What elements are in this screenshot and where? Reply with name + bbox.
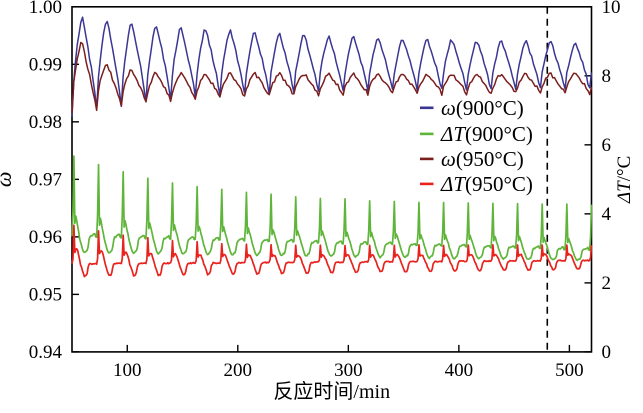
svg-text:反应时间/min: 反应时间/min	[273, 380, 390, 403]
svg-text:0.94: 0.94	[29, 342, 63, 363]
svg-text:8: 8	[602, 66, 612, 87]
svg-text:ΔT/°C: ΔT/°C	[614, 156, 635, 204]
svg-text:10: 10	[602, 0, 621, 18]
svg-text:ΔT(900°C): ΔT(900°C)	[440, 122, 533, 146]
svg-text:ω: ω	[0, 172, 16, 188]
svg-text:ΔT(950°C): ΔT(950°C)	[440, 172, 533, 196]
svg-text:200: 200	[224, 360, 253, 381]
svg-text:0.99: 0.99	[29, 54, 62, 75]
svg-text:6: 6	[602, 135, 612, 156]
svg-text:0: 0	[602, 342, 612, 363]
svg-text:0.95: 0.95	[29, 284, 62, 305]
svg-text:ω(950°C): ω(950°C)	[441, 147, 524, 171]
svg-text:0.97: 0.97	[29, 169, 62, 190]
svg-text:100: 100	[113, 360, 142, 381]
svg-text:500: 500	[555, 360, 584, 381]
svg-text:4: 4	[602, 204, 612, 225]
svg-text:400: 400	[445, 360, 474, 381]
svg-text:0.98: 0.98	[29, 112, 62, 133]
svg-text:0.96: 0.96	[29, 227, 62, 248]
svg-text:1.00: 1.00	[29, 0, 62, 18]
svg-text:300: 300	[334, 360, 363, 381]
svg-text:ω(900°C): ω(900°C)	[441, 96, 524, 120]
svg-text:2: 2	[602, 273, 612, 294]
